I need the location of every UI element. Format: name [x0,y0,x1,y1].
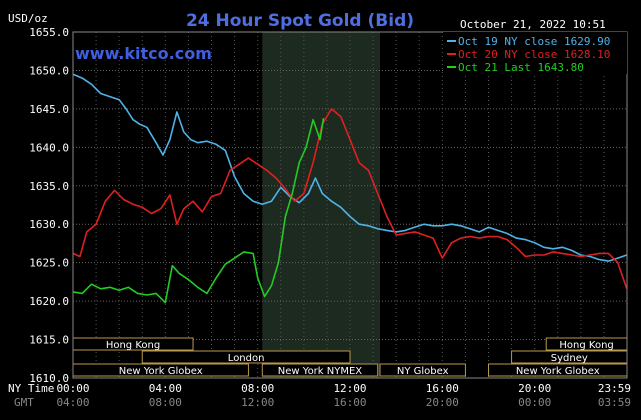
x-tick-label-gmt: 20:00 [426,396,459,409]
y-tick-label: 1610.0 [29,372,69,385]
legend-entry: Oct 21 Last 1643.80 [458,61,584,74]
x-tick-label-ny: 00:00 [56,382,89,395]
legend-box [443,32,627,74]
y-tick-label: 1640.0 [29,141,69,154]
x-axis-label-ny: NY Time [8,382,54,395]
series-line-2 [72,108,628,290]
session-label: Hong Kong [559,340,613,351]
series-line-1 [72,73,628,262]
watermark-url: www.kitco.com [75,44,212,63]
x-tick-label-ny: 16:00 [426,382,459,395]
x-tick-label-ny: 08:00 [241,382,274,395]
session-bar [379,363,466,377]
session-label: New York NYMEX [278,366,363,377]
x-tick-label-ny: 20:00 [518,382,551,395]
y-tick-label: 1655.0 [29,26,69,39]
x-tick-label-gmt: 08:00 [149,396,182,409]
nymex-session-shade [262,32,381,378]
x-tick-label-ny: 23:59 [598,382,631,395]
x-tick-label-gmt: 00:00 [518,396,551,409]
series-lines [72,73,628,304]
y-tick-labels: 1655.0 1650.0 1645.0 1640.0 1635.0 1630.0 1625… [29,26,69,385]
chart-title: 24 Hour Spot Gold (Bid) [186,11,414,31]
x-tick-label-gmt: 16:00 [333,396,366,409]
legend-entry: Oct 20 NY close 1628.10 [458,48,610,61]
y-tick-label: 1625.0 [29,257,69,270]
session-label: New York Globex [119,366,203,377]
session-bar [261,363,379,377]
session-label: NY Globex [397,366,449,377]
x-tick-label-ny: 12:00 [333,382,366,395]
session-label: New York Globex [516,366,600,377]
x-axis-label-gmt: GMT [14,396,34,409]
y-tick-label: 1650.0 [29,64,69,77]
x-tick-labels: 00:0004:0004:0008:0008:0012:0012:0016:00… [56,382,631,409]
grid-lines [73,32,627,378]
market-sessions: Hong Kong Hong Kong London Sydney New York G… [72,337,628,377]
chart-timestamp: October 21, 2022 10:51 [460,18,606,31]
session-label: Hong Kong [106,340,160,351]
plot-border [72,31,628,379]
session-label: London [228,353,265,364]
x-tick-label-ny: 04:00 [149,382,182,395]
y-tick-label: 1635.0 [29,180,69,193]
x-tick-label-gmt: 03:59 [598,396,631,409]
session-label: Sydney [551,353,588,364]
session-bar [141,350,351,364]
x-tick-label-gmt: 04:00 [56,396,89,409]
y-tick-label: 1630.0 [29,218,69,231]
y-axis-label: USD/oz [8,12,48,25]
x-tick-label-gmt: 12:00 [241,396,274,409]
legend-entry: Oct 19 NY close 1629.90 [458,35,610,48]
y-tick-label: 1645.0 [29,103,69,116]
y-tick-label: 1620.0 [29,295,69,308]
y-tick-label: 1615.0 [29,334,69,347]
series-line-3 [72,117,325,304]
